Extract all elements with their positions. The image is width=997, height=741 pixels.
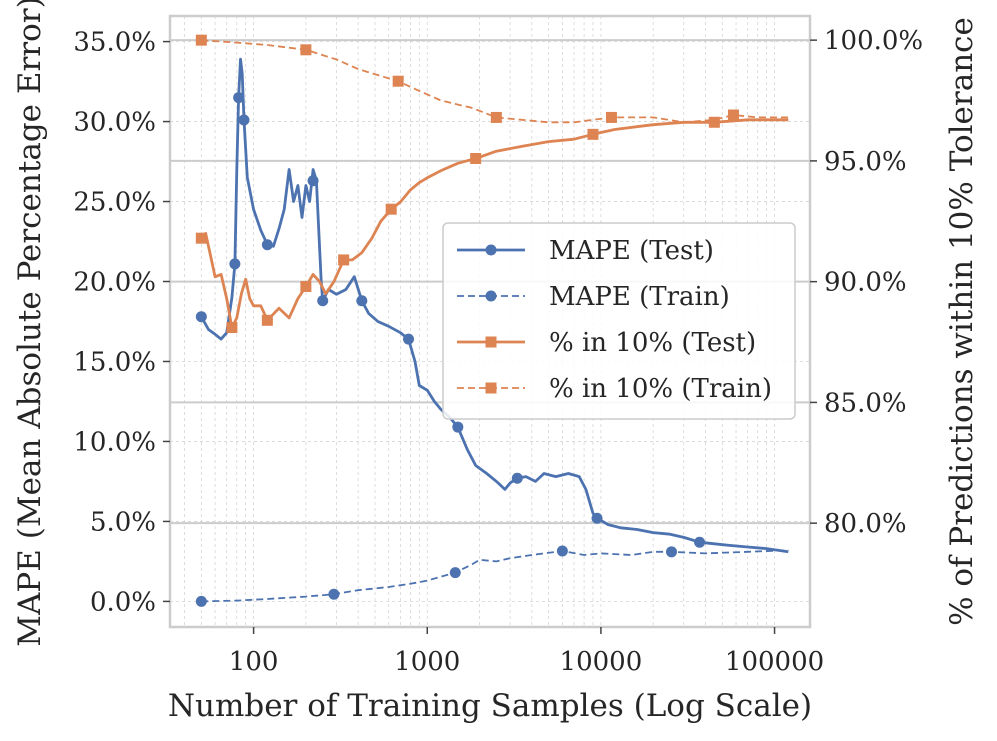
data-point — [261, 239, 273, 251]
data-point — [300, 44, 312, 56]
legend-marker — [485, 244, 497, 256]
y2-tick-label: 95.0% — [824, 147, 907, 177]
series-layer — [195, 34, 789, 607]
data-point — [238, 114, 250, 126]
series-line — [201, 549, 789, 603]
data-point — [385, 203, 397, 215]
data-point — [356, 295, 368, 307]
legend: MAPE (Test) MAPE (Train) % in 10% (Test) % … — [442, 222, 796, 420]
ticks: 100 1000 10000 100000 0.0% 5.0% 10.0% 15.0% 20.0… — [73, 26, 923, 677]
legend-marker — [485, 290, 497, 302]
x-tick-label: 100000 — [725, 647, 824, 677]
legend-marker — [485, 336, 497, 348]
data-point — [605, 111, 617, 123]
legend-item: MAPE (Train) — [457, 282, 730, 312]
data-point — [449, 567, 461, 579]
data-point — [229, 258, 241, 270]
legend-item: MAPE (Test) — [457, 236, 714, 266]
data-point — [587, 128, 599, 140]
legend-label: % in 10% (Train) — [549, 374, 772, 404]
x-tick-label: 100 — [229, 647, 279, 677]
y-axis-label-left: MAPE (Mean Absolute Percentage Error) — [12, 0, 48, 647]
data-point — [300, 280, 312, 292]
data-point — [666, 546, 678, 558]
data-point — [392, 75, 404, 87]
y-tick-label: 0.0% — [90, 587, 156, 617]
data-point — [328, 588, 340, 600]
data-point — [317, 295, 329, 307]
y-tick-label: 15.0% — [73, 347, 156, 377]
data-point — [452, 421, 464, 433]
data-point — [226, 322, 238, 334]
legend-item: % in 10% (Train) — [457, 374, 772, 404]
data-point — [490, 111, 502, 123]
y-tick-label: 10.0% — [73, 427, 156, 457]
legend-label: % in 10% (Test) — [549, 328, 756, 358]
y-tick-label: 20.0% — [73, 268, 156, 298]
x-axis-label: Number of Training Samples (Log Scale) — [168, 688, 812, 724]
data-point — [195, 595, 207, 607]
data-point — [708, 116, 720, 128]
data-point — [694, 536, 706, 548]
data-point — [195, 311, 207, 323]
data-point — [261, 314, 273, 326]
data-point — [727, 109, 739, 121]
data-point — [307, 175, 319, 187]
data-point — [591, 512, 603, 524]
data-point — [511, 472, 523, 484]
data-point — [403, 333, 415, 345]
data-point — [556, 545, 568, 557]
y-tick-label: 30.0% — [73, 108, 156, 138]
data-point — [195, 232, 207, 244]
data-point — [233, 92, 245, 104]
legend-item: % in 10% (Test) — [457, 328, 756, 358]
plot-frame — [168, 14, 812, 629]
x-tick-label: 10000 — [560, 647, 643, 677]
y-tick-label: 25.0% — [73, 188, 156, 218]
data-point — [470, 152, 482, 164]
y2-tick-label: 80.0% — [824, 509, 907, 539]
legend-marker — [485, 382, 497, 394]
legend-label: MAPE (Train) — [549, 282, 730, 312]
series-3 — [195, 34, 789, 124]
series-2 — [195, 116, 789, 334]
series-0 — [195, 57, 789, 554]
series-1 — [195, 545, 789, 607]
legend-box — [442, 222, 796, 420]
y-tick-label: 5.0% — [90, 507, 156, 537]
y2-tick-label: 90.0% — [824, 268, 907, 298]
series-line — [201, 39, 789, 124]
data-point — [195, 34, 207, 46]
legend-label: MAPE (Test) — [549, 236, 714, 266]
y-tick-label: 35.0% — [73, 28, 156, 58]
y2-tick-label: 100.0% — [824, 26, 923, 56]
y-axis-label-right: % of Predictions within 10% Tolerance — [944, 17, 980, 626]
data-point — [338, 254, 350, 266]
y2-tick-label: 85.0% — [824, 388, 907, 418]
x-tick-label: 1000 — [394, 647, 460, 677]
